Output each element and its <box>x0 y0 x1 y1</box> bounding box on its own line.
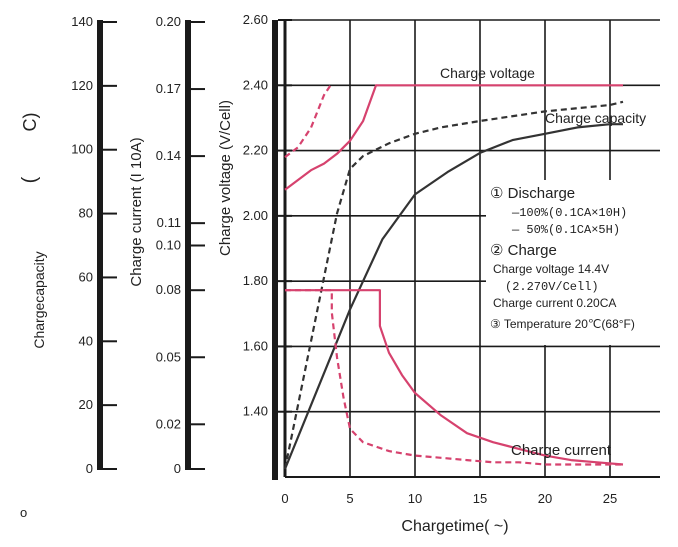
axis-tick-label: 0.20 <box>156 14 181 29</box>
series-line-capacity-dashed <box>283 100 624 470</box>
legend-line-8: ③ Temperature 20℃(68°F) <box>490 317 635 331</box>
axis-tick-label: 2.60 <box>243 12 268 27</box>
capacity-axis-unit: C) <box>20 113 40 132</box>
axis-tick-label: 0 <box>174 461 181 476</box>
axis-tick-label: 0 <box>86 461 93 476</box>
axis-tick-label: 0.11 <box>157 215 181 230</box>
plot-area: 0 5 10 15 20 25 <box>281 19 660 506</box>
series-group <box>283 84 624 470</box>
x-tick-label: 20 <box>538 491 552 506</box>
axis-tick-label: 2.40 <box>243 77 268 92</box>
axis-tick-label: 0.14 <box>156 148 181 163</box>
legend-line-7: Charge current 0.20CA <box>493 296 616 310</box>
axis-tick-label: 100 <box>71 142 93 157</box>
axis-tick-label: 60 <box>79 269 93 284</box>
axis-tick-label: 0.02 <box>156 416 181 431</box>
x-tick-label: 10 <box>408 491 422 506</box>
axis-tick-label: 80 <box>79 206 93 221</box>
axis-tick-label: 2.20 <box>243 143 268 158</box>
series-line-current-solid <box>285 289 624 466</box>
legend: ① Discharge —100%(0.1CA×10H) — 50%(0.1CA… <box>486 180 678 345</box>
x-tick-label: 5 <box>346 491 353 506</box>
legend-background <box>486 180 678 345</box>
capacity-ticks: 0 20 40 60 80 100 120 140 <box>71 14 117 476</box>
capacity-axis-paren: ( <box>19 176 41 183</box>
x-tick-label: 25 <box>603 491 617 506</box>
capacity-axis-title: Chargecapacity <box>31 251 47 348</box>
x-tick-label: 0 <box>281 491 288 506</box>
x-axis-title: Chargetime( ~) <box>401 518 508 535</box>
capacity-axis-bar <box>97 20 103 470</box>
axis-tick-label: 0.05 <box>156 349 181 364</box>
axis-tick-label: 40 <box>79 333 93 348</box>
current-axis-bar <box>185 20 191 470</box>
axis-tick-label: 0.08 <box>156 282 181 297</box>
axis-tick-label: 1.80 <box>243 273 268 288</box>
x-tick-label: 15 <box>473 491 487 506</box>
series-line-capacity-solid <box>283 123 623 470</box>
axis-tick-label: 1.60 <box>243 338 268 353</box>
current-axis-title: Charge current (I 10A) <box>128 137 145 286</box>
voltage-curve-label: Charge voltage <box>440 65 535 81</box>
current-curve-label: Charge current <box>511 442 612 459</box>
axis-tick-label: 120 <box>71 78 93 93</box>
voltage-axis-title: Charge voltage (V/Cell) <box>217 100 234 256</box>
current-ticks: 0 0.02 0.05 0.08 0.10 0.11 0.14 0.17 0.20 <box>156 14 205 476</box>
legend-line-1: ① Discharge <box>490 185 575 202</box>
series-line-voltage-solid <box>284 84 623 191</box>
series-line-voltage-dashed <box>284 84 332 158</box>
legend-line-6: (2.270V/Cell) <box>505 280 599 294</box>
axis-tick-label: 140 <box>71 14 93 29</box>
axis-tick-label: 2.00 <box>243 208 268 223</box>
capacity-curve-label: Charge capacity <box>545 110 646 126</box>
legend-line-3: — 50%(0.1CA×5H) <box>511 223 620 237</box>
axis-tick-label: 1.40 <box>243 404 268 419</box>
legend-line-4: ② Charge <box>490 242 557 259</box>
stray-mark: o <box>20 505 27 520</box>
legend-line-2: —100%(0.1CA×10H) <box>511 206 627 220</box>
x-ticks: 0 5 10 15 20 25 <box>281 491 617 506</box>
axis-tick-label: 0.17 <box>156 81 181 96</box>
axis-tick-label: 20 <box>79 397 93 412</box>
axis-tick-label: 0.10 <box>156 238 181 253</box>
voltage-axis-bar <box>272 20 278 480</box>
legend-line-5: Charge voltage 14.4V <box>493 262 609 276</box>
